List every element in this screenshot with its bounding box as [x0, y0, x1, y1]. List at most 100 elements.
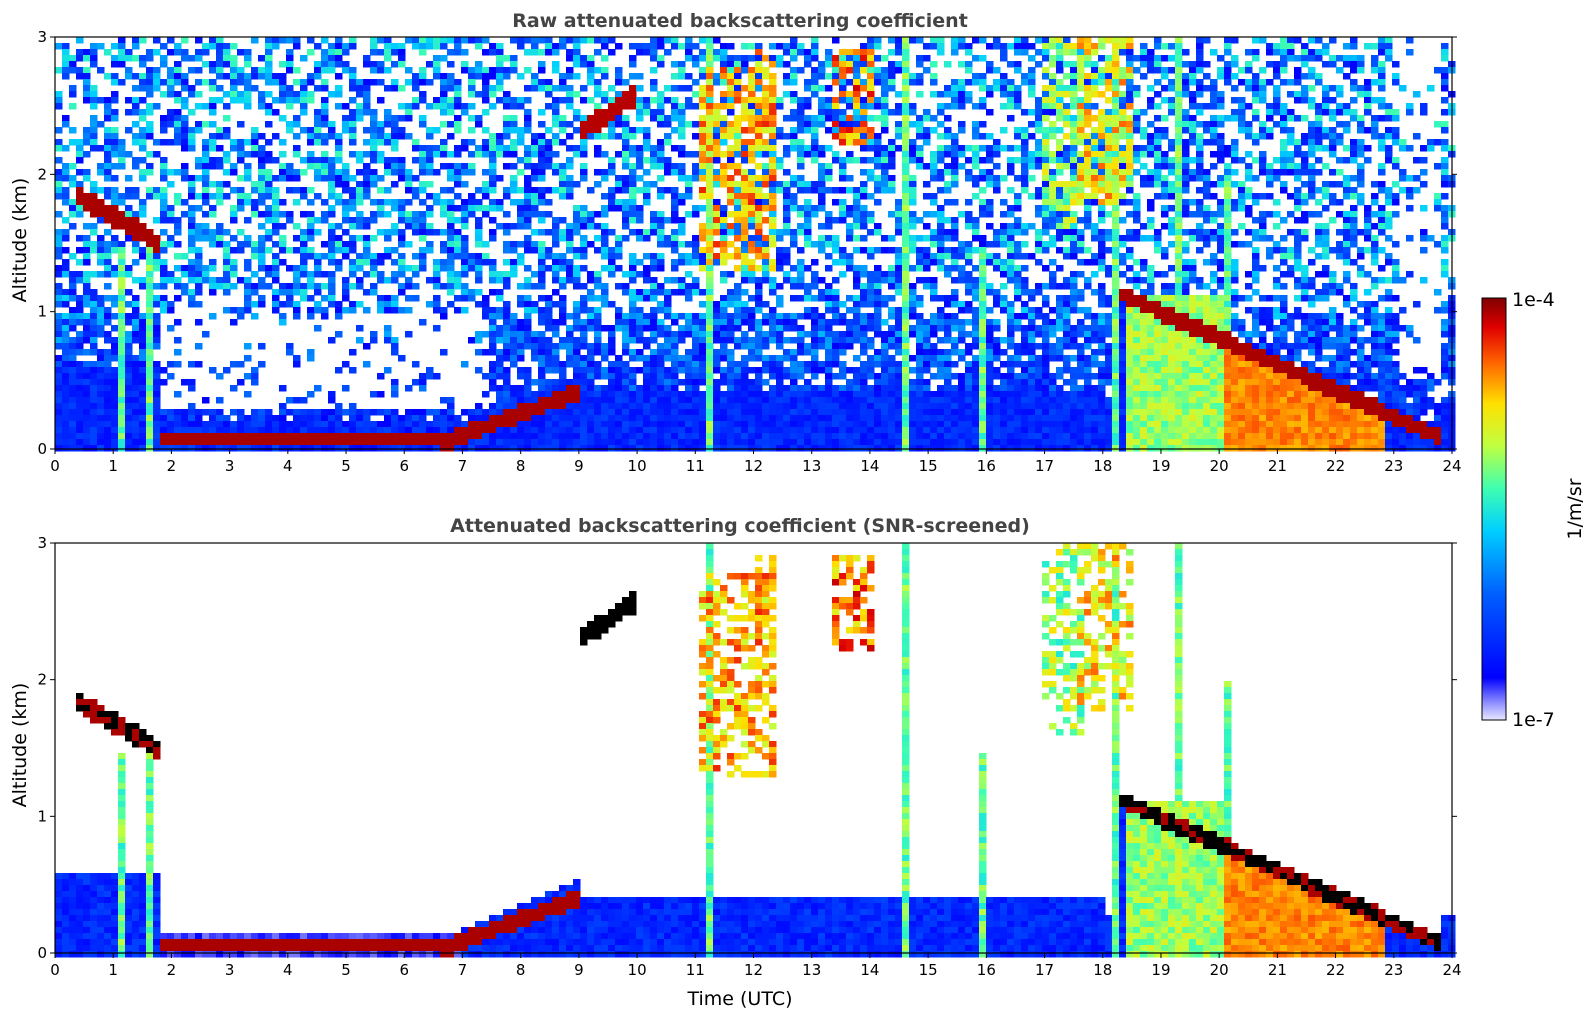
heatmap-cell — [545, 409, 553, 416]
heatmap-cell — [230, 439, 238, 446]
heatmap-cell — [237, 67, 245, 74]
heatmap-cell — [741, 253, 749, 260]
heatmap-cell — [594, 109, 602, 116]
heatmap-cell — [153, 361, 161, 368]
heatmap-cell — [104, 241, 112, 248]
heatmap-cell — [342, 439, 350, 446]
heatmap-cell — [475, 217, 483, 224]
heatmap-cell — [524, 343, 532, 350]
heatmap-cell — [314, 133, 322, 140]
heatmap-cell — [454, 247, 462, 254]
heatmap-cell — [797, 97, 805, 104]
heatmap-cell — [139, 175, 147, 182]
heatmap-cell — [160, 169, 168, 176]
heatmap-cell — [566, 385, 574, 392]
heatmap-cell — [335, 259, 343, 266]
heatmap-cell — [195, 427, 203, 434]
heatmap-cell — [524, 109, 532, 116]
heatmap-cell — [594, 319, 602, 326]
heatmap-cell — [755, 139, 763, 146]
heatmap-cell — [76, 385, 84, 392]
heatmap-cell — [755, 385, 763, 392]
heatmap-cell — [580, 265, 588, 272]
heatmap-cell — [510, 181, 518, 188]
heatmap-cell — [538, 145, 546, 152]
heatmap-cell — [160, 157, 168, 164]
heatmap-cell — [209, 121, 217, 128]
heatmap-cell — [384, 169, 392, 176]
heatmap-cell — [132, 157, 140, 164]
heatmap-cell — [230, 433, 238, 440]
heatmap-cell — [90, 139, 98, 146]
heatmap-cell — [755, 199, 763, 206]
heatmap-cell — [139, 361, 147, 368]
heatmap-cell — [62, 361, 70, 368]
heatmap-cell — [713, 445, 721, 452]
heatmap-cell — [601, 67, 609, 74]
heatmap-cell — [538, 241, 546, 248]
heatmap-cell — [83, 169, 91, 176]
heatmap-cell — [76, 337, 84, 344]
heatmap-cell — [566, 421, 574, 428]
heatmap-cell — [76, 445, 84, 452]
heatmap-cell — [146, 361, 154, 368]
heatmap-cell — [335, 61, 343, 68]
heatmap-cell — [678, 175, 686, 182]
heatmap-cell — [111, 133, 119, 140]
heatmap-cell — [412, 409, 420, 416]
heatmap-cell — [573, 403, 581, 410]
heatmap-cell — [188, 211, 196, 218]
heatmap-cell — [790, 235, 798, 242]
heatmap-cell — [573, 49, 581, 56]
heatmap-cell — [174, 241, 182, 248]
heatmap-cell — [97, 169, 105, 176]
heatmap-cell — [797, 211, 805, 218]
heatmap-cell — [566, 97, 574, 104]
heatmap-cell — [97, 391, 105, 398]
heatmap-cell — [797, 343, 805, 350]
heatmap-cell — [734, 445, 742, 452]
heatmap-cell — [734, 361, 742, 368]
heatmap-cell — [328, 283, 336, 290]
heatmap-cell — [853, 205, 861, 212]
heatmap-cell — [342, 115, 350, 122]
heatmap-cell — [104, 175, 112, 182]
heatmap-cell — [454, 49, 462, 56]
heatmap-cell — [601, 133, 609, 140]
heatmap-cell — [118, 331, 126, 338]
heatmap-cell — [545, 79, 553, 86]
heatmap-cell — [524, 49, 532, 56]
heatmap-cell — [195, 289, 203, 296]
heatmap-cell — [839, 55, 847, 62]
heatmap-cell — [328, 427, 336, 434]
heatmap-cell — [111, 367, 119, 374]
heatmap-cell — [755, 229, 763, 236]
heatmap-cell — [83, 445, 91, 452]
heatmap-cell — [363, 187, 371, 194]
heatmap-cell — [664, 313, 672, 320]
heatmap-cell — [776, 373, 784, 380]
heatmap-cell — [503, 97, 511, 104]
heatmap-cell — [300, 427, 308, 434]
heatmap-cell — [587, 403, 595, 410]
heatmap-cell — [307, 307, 315, 314]
heatmap-cell — [391, 427, 399, 434]
heatmap-cell — [769, 265, 777, 272]
heatmap-cell — [461, 109, 469, 116]
heatmap-cell — [503, 421, 511, 428]
heatmap-cell — [832, 277, 840, 284]
heatmap-cell — [678, 433, 686, 440]
heatmap-cell — [363, 85, 371, 92]
heatmap-cell — [76, 367, 84, 374]
heatmap-cell — [811, 151, 819, 158]
heatmap-cell — [671, 109, 679, 116]
panel-1-title: Raw attenuated backscattering coefficien… — [512, 10, 968, 32]
heatmap-cell — [545, 151, 553, 158]
heatmap-cell — [615, 433, 623, 440]
heatmap-cell — [55, 229, 63, 236]
heatmap-cell — [699, 235, 707, 242]
heatmap-cell — [111, 265, 119, 272]
heatmap-cell — [293, 79, 301, 86]
heatmap-cell — [615, 121, 623, 128]
heatmap-cell — [265, 73, 273, 80]
